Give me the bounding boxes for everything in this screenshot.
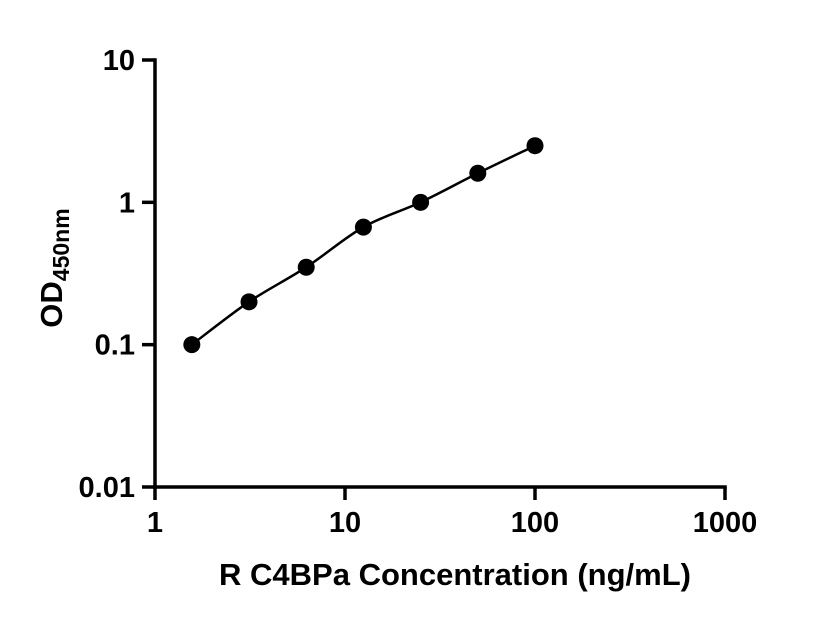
tick-labels: 1 10 100 1000 10 1 0.1 0.01 (79, 45, 758, 539)
x-axis-title: R C4BPa Concentration (ng/mL) (219, 557, 691, 592)
data-point (412, 193, 430, 211)
data-point (240, 293, 258, 311)
y-tick-label: 0.01 (79, 472, 135, 504)
data-point (354, 218, 372, 236)
x-tick-label: 10 (329, 507, 361, 539)
data-point (183, 336, 201, 354)
x-tick-label: 1000 (693, 507, 758, 539)
y-tick-label: 1 (119, 187, 135, 219)
y-axis-title: OD450nm (34, 208, 74, 327)
data-point (469, 164, 487, 182)
axes (153, 58, 727, 489)
x-tick-label: 100 (511, 507, 559, 539)
y-tick-label: 0.1 (95, 330, 135, 362)
tick-marks (142, 58, 727, 500)
plot-series (183, 137, 544, 354)
data-point (526, 137, 544, 155)
data-point (297, 258, 315, 276)
y-tick-label: 10 (103, 45, 135, 77)
x-tick-label: 1 (147, 507, 163, 539)
